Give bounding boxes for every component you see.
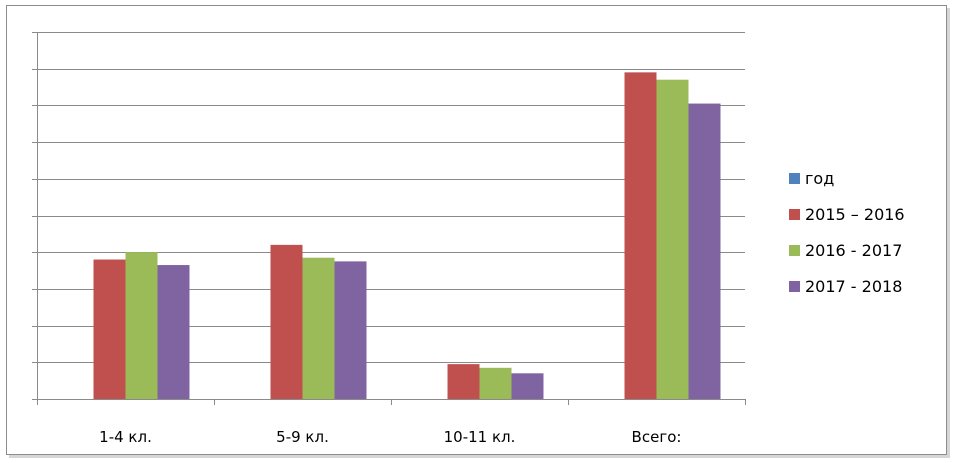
x-tick-label: Всего: [632,428,682,446]
bar [479,367,512,399]
bar [334,261,367,399]
x-tick-label: 1-4 кл. [99,428,152,446]
tick-labels: 1-4 кл. 5-9 кл. 10-11 кл. Всего: [99,428,681,446]
legend-swatch [789,245,800,256]
bar [624,72,657,400]
legend-label: год [805,169,834,188]
legend: год 2015 – 2016 2016 - 2017 2017 - 2018 [789,169,905,296]
legend-swatch [789,173,800,184]
axes [32,32,746,405]
bar [125,252,158,399]
legend-label: 2016 - 2017 [805,241,902,260]
legend-label: 2015 – 2016 [805,205,905,224]
legend-swatch [789,281,800,292]
bars [93,72,721,400]
x-tick-label: 5-9 кл. [276,428,329,446]
bar [93,259,126,399]
legend-swatch [789,209,800,220]
bar [656,79,689,400]
bar [270,244,303,399]
x-tick-label: 10-11 кл. [444,428,516,446]
bar [688,103,721,399]
bar [302,257,335,399]
legend-label: 2017 - 2018 [805,277,902,296]
bar [447,364,480,399]
bar [157,265,190,399]
bar [511,373,544,399]
